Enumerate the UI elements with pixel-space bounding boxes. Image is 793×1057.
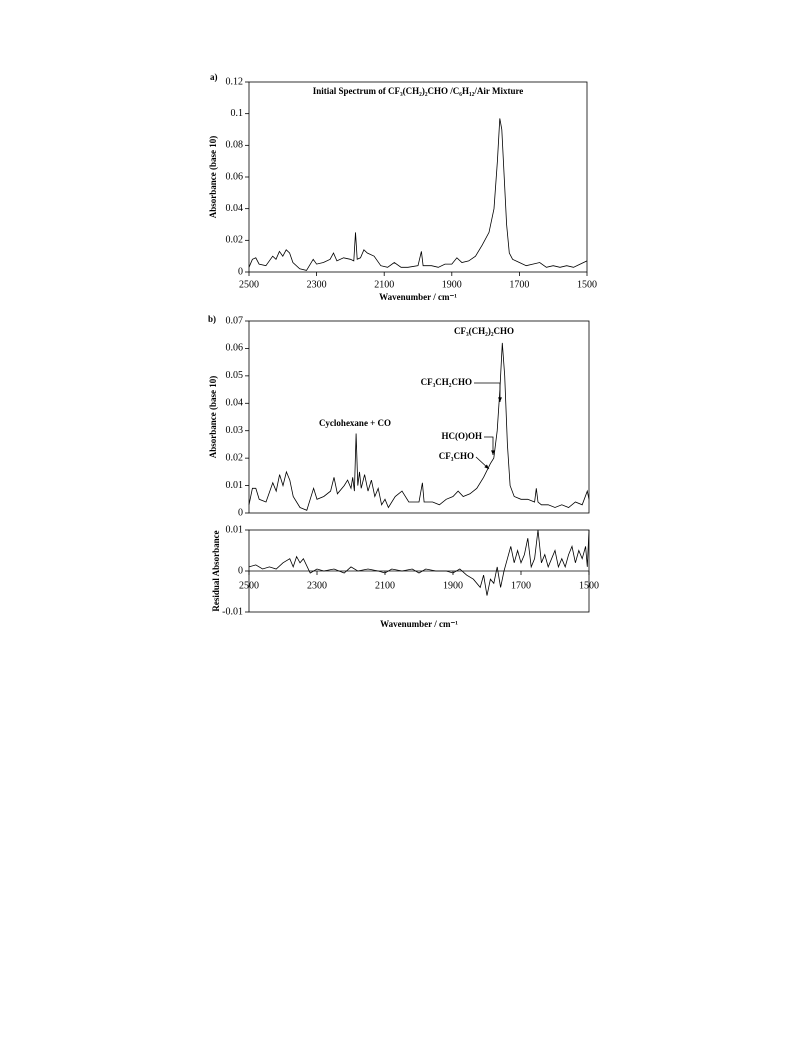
x-tick-label: 2300 — [307, 279, 327, 290]
arrow-head — [498, 397, 502, 402]
annotation-arrow — [484, 436, 494, 455]
y-tick-label: 0.04 — [226, 398, 244, 409]
x-axis-label: Wavenumber / cm⁻¹ — [379, 292, 457, 302]
spectrum-line — [248, 118, 588, 271]
x-tick-label: 2100 — [374, 279, 394, 290]
y-tick-label: 0.05 — [226, 370, 244, 381]
annotation: HC(O)OH — [442, 431, 483, 441]
y-tick-label: 0.01 — [226, 480, 244, 491]
y-tick-label: 0 — [238, 507, 243, 518]
x-tick-label: 2300 — [307, 580, 327, 591]
y-axis-label: Absorbance (base 10) — [208, 136, 218, 219]
annotation: CF₃CHO — [439, 451, 474, 461]
arrow-head — [491, 450, 495, 455]
chart-title: Initial Spectrum of CF₃(CH₂)₂CHO /C₆H₁₂/… — [313, 86, 524, 96]
annotation-arrow — [474, 382, 501, 402]
y-tick-label: 0 — [238, 565, 243, 576]
y-tick-label: 0.08 — [226, 140, 244, 151]
y-axis-label: Residual Absorbance — [211, 530, 221, 611]
x-tick-label: 1900 — [443, 580, 463, 591]
annotation: Cyclohexane + CO — [319, 418, 391, 428]
spectrum-line — [248, 529, 590, 596]
x-tick-label: 1700 — [509, 279, 529, 290]
x-tick-label: 2100 — [375, 580, 395, 591]
y-tick-label: 0.12 — [226, 76, 244, 87]
arrow-head — [484, 464, 489, 469]
x-tick-label: 1900 — [442, 279, 462, 290]
spectrum-line — [248, 342, 590, 511]
x-tick-label: 1500 — [579, 580, 599, 591]
x-tick-label: 2500 — [239, 279, 259, 290]
panel-label: a) — [210, 72, 218, 82]
y-tick-label: 0.04 — [226, 203, 244, 214]
y-tick-label: 0.1 — [231, 108, 244, 119]
y-tick-label: 0.03 — [226, 425, 244, 436]
y-tick-label: 0.01 — [226, 524, 244, 535]
y-tick-label: 0.07 — [226, 315, 244, 326]
plot-frame — [248, 320, 590, 514]
y-tick-label: 0.06 — [226, 171, 244, 182]
panel-label: b) — [208, 314, 216, 324]
annotation: CF₃CH₂CHO — [421, 377, 472, 387]
x-tick-label: 1500 — [577, 279, 597, 290]
y-tick-label: 0.02 — [226, 235, 244, 246]
y-tick-label: 0 — [238, 266, 243, 277]
x-tick-label: 1700 — [511, 580, 531, 591]
y-axis-label: Absorbance (base 10) — [208, 376, 218, 459]
x-axis-label: Wavenumber / cm⁻¹ — [380, 619, 458, 629]
annotation: CF₃(CH₂)₂CHO — [454, 326, 514, 336]
y-tick-label: 0.06 — [226, 343, 244, 354]
y-tick-label: 0.02 — [226, 452, 244, 463]
plot-frame — [248, 81, 588, 273]
x-tick-label: 2500 — [239, 580, 259, 591]
y-tick-label: -0.01 — [222, 606, 243, 617]
